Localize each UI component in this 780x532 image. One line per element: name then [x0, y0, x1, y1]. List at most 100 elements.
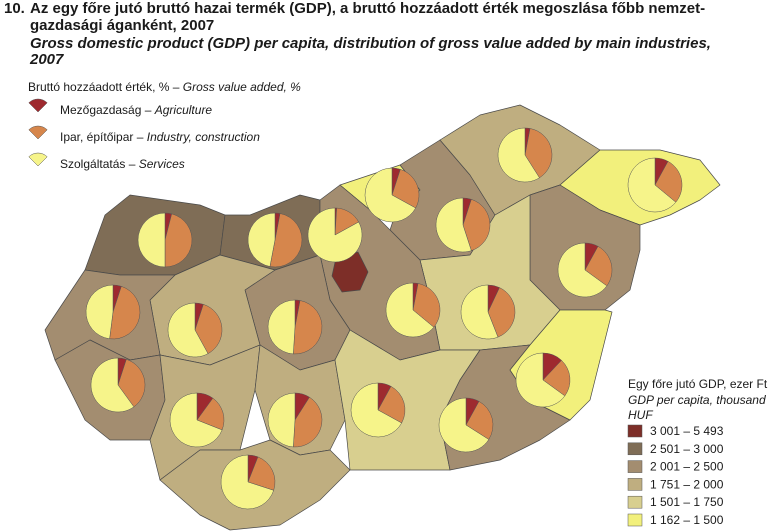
pie-legend: Bruttó hozzáadott érték, % – Gross value…: [28, 80, 301, 171]
pie-slice: [435, 197, 472, 253]
legend-icon: [28, 152, 48, 167]
legend-icon: [28, 125, 48, 140]
pie-legend-header: Bruttó hozzáadott érték, % – Gross value…: [28, 80, 301, 94]
pie-slice: [307, 207, 363, 263]
pie-slice: [196, 397, 225, 431]
pie-slice: [497, 127, 540, 183]
pie-slice: [542, 359, 571, 397]
legend-label: 2 501 – 3 000: [650, 442, 724, 456]
pie-slice: [220, 454, 274, 510]
figure-number: 10.: [4, 0, 25, 17]
pie-slice: [169, 392, 223, 448]
pie-slice: [364, 167, 416, 223]
legend-swatch: [627, 424, 643, 438]
legend-swatch: [627, 495, 643, 509]
legend-swatch: [627, 442, 643, 456]
pie: [169, 392, 225, 448]
title-hu: gazdasági áganként, 2007: [30, 17, 214, 34]
pie: [247, 212, 303, 268]
legend-label-en: Agriculture: [154, 103, 213, 117]
pie: [350, 382, 406, 438]
pie-slice: [515, 352, 566, 408]
pie-slice: [584, 246, 613, 287]
pie: [627, 157, 683, 213]
pie: [515, 352, 571, 408]
pie-slice: [267, 392, 296, 448]
legend-label: Szolgáltatás – Services: [60, 157, 185, 171]
pie: [167, 302, 223, 358]
legend-swatch: [627, 460, 643, 473]
legend-label-en: Industry, construction: [147, 130, 260, 144]
legend-label-hu: Mezőgazdaság –: [60, 103, 152, 117]
pie-slice: [293, 396, 323, 448]
pie-slice: [438, 397, 490, 453]
pie-legend-items: Mezőgazdaság – Agriculture Ipar, építőipa…: [28, 98, 260, 171]
gdp-legend-title-en: HUF: [628, 408, 653, 422]
pie: [497, 127, 553, 183]
legend-label-hu: Szolgáltatás –: [60, 157, 136, 171]
pie-slice: [293, 300, 323, 355]
legend-label: 3 001 – 5 493: [650, 424, 724, 438]
pie-slice: [194, 304, 223, 354]
pie: [307, 207, 363, 263]
pie-slice: [109, 286, 141, 340]
pie-slice: [167, 302, 209, 358]
gdp-legend-title-en: GDP per capita, thousand: [628, 393, 766, 407]
pie: [435, 197, 491, 253]
pie-slice: [460, 284, 499, 340]
title-en: 2007: [29, 51, 64, 68]
pie-legend-header-en: Gross value added, %: [183, 80, 301, 94]
legend-swatch: [627, 478, 643, 491]
title-en: Gross domestic product (GDP) per capita,…: [30, 35, 711, 52]
legend-label-en: Services: [139, 157, 185, 171]
legend-label-hu: Ipar, építőipar –: [60, 130, 144, 144]
gdp-legend-items: 3 001 – 5 493 2 501 – 3 000 2 001 – 2 500 1…: [627, 424, 724, 527]
pie-slice: [391, 169, 420, 209]
pie: [364, 167, 420, 223]
pie-slice: [462, 199, 491, 251]
pie: [90, 357, 146, 413]
pie-slice: [627, 157, 677, 213]
pie: [438, 397, 494, 453]
pie-slice: [247, 456, 276, 491]
pie-slice: [117, 359, 146, 408]
legend-label: 1 162 – 1 500: [650, 513, 724, 527]
pie-slice: [385, 282, 435, 338]
pie-slice: [269, 213, 303, 268]
pie-slice: [90, 357, 135, 413]
pie-layer: [85, 127, 683, 510]
pie-slice: [85, 284, 114, 340]
pie: [137, 212, 193, 268]
pie: [460, 284, 516, 340]
pie-slice: [654, 161, 683, 203]
pie: [220, 454, 276, 510]
pie-slice: [137, 212, 166, 268]
pie-legend-header-hu: Bruttó hozzáadott érték, % –: [28, 80, 180, 94]
county: [331, 251, 369, 293]
legend-swatch: [627, 513, 643, 527]
gdp-legend-title: Egy főre jutó GDP, ezer Ft: [628, 377, 768, 391]
legend-label: Mezőgazdaság – Agriculture: [60, 103, 212, 117]
legend-label: 2 001 – 2 500: [650, 460, 724, 474]
pie-slice: [247, 212, 276, 267]
legend-label: Ipar, építőipar – Industry, construction: [60, 130, 260, 144]
pie-slice: [377, 386, 406, 424]
legend-icon: [28, 98, 48, 113]
pie-slice: [267, 299, 296, 355]
pie: [557, 242, 613, 298]
pie: [267, 299, 323, 355]
pie: [385, 282, 441, 338]
pie: [267, 392, 323, 448]
gdp-legend: Egy főre jutó GDP, ezer Ft GDP per capit…: [627, 377, 768, 527]
pie-slice: [412, 283, 441, 328]
pie: [85, 284, 141, 340]
pie-slice: [487, 287, 516, 338]
title-block: 10. Az egy főre jutó bruttó hazai termék…: [4, 0, 711, 68]
pie-slice: [350, 382, 402, 438]
legend-label: 1 501 – 1 750: [650, 495, 724, 509]
pie-slice: [465, 401, 494, 440]
pie-slice: [164, 213, 193, 268]
pie-slice: [557, 242, 608, 298]
